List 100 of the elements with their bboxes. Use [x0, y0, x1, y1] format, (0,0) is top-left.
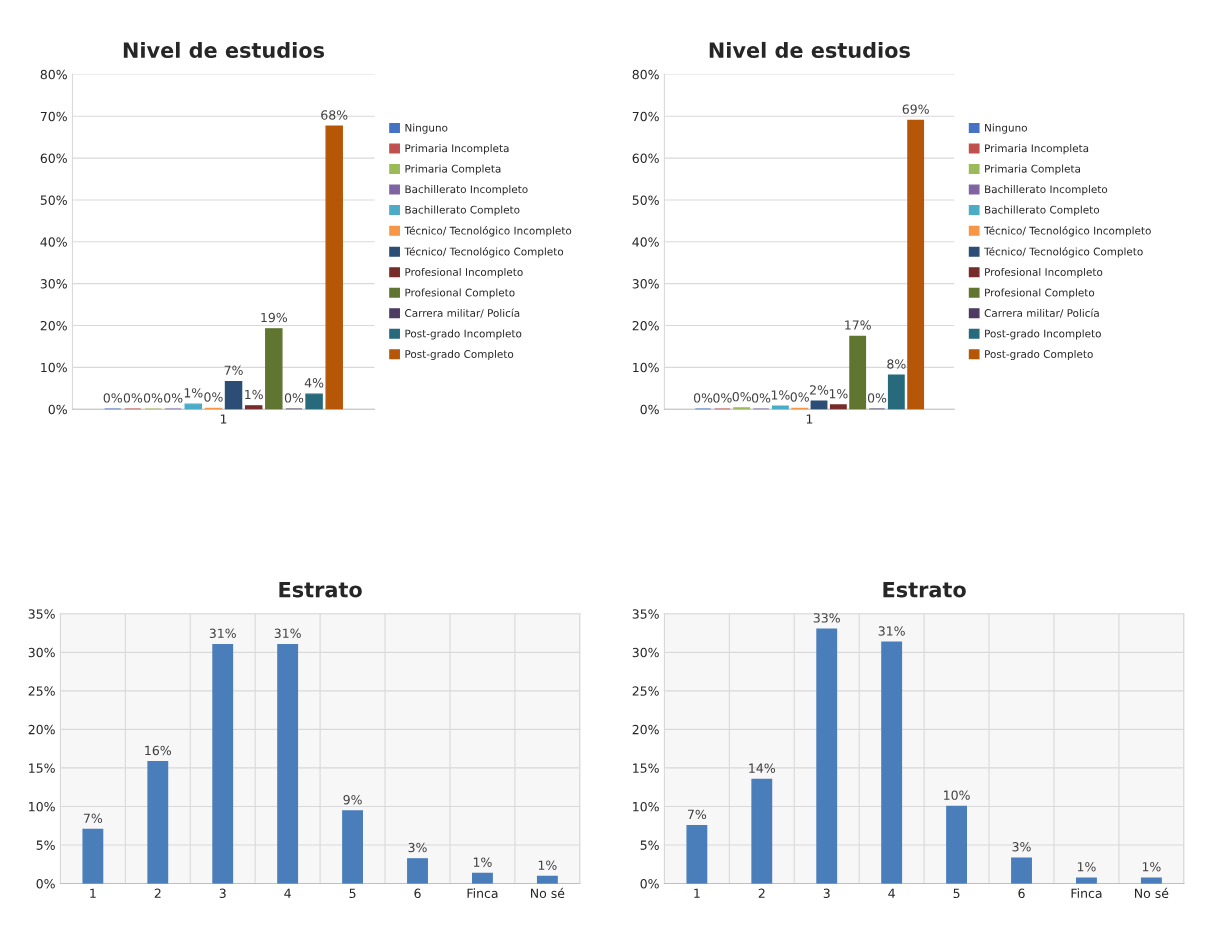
y-tick-label: 15% [633, 763, 659, 773]
data-label: 0% [204, 392, 223, 402]
y-tick-label: 30% [632, 279, 659, 289]
data-label: 1% [771, 390, 790, 400]
data-label: 1% [1142, 862, 1161, 872]
y-tick-label: 15% [29, 763, 55, 773]
data-label: 1% [829, 388, 848, 399]
data-label: 31% [274, 628, 301, 639]
x-tick-label: No sé [531, 887, 565, 899]
data-label: 3% [1012, 842, 1031, 852]
data-label: 3% [408, 842, 427, 853]
data-label: 31% [209, 628, 236, 639]
legend-label: Primaria Completa [985, 164, 1080, 175]
y-tick-label: 25% [28, 686, 55, 696]
data-label: 0% [693, 393, 713, 403]
x-tick-label: 6 [414, 888, 421, 899]
y-tick-label: 5% [36, 840, 55, 850]
legend-label: Bachillerato Completo [405, 205, 520, 216]
y-tick-label: 5% [640, 840, 659, 850]
legend-label: Post-grado Completo [405, 349, 514, 360]
data-label: 0% [751, 393, 771, 403]
y-tick-label: 50% [40, 195, 67, 205]
x-tick-label: 6 [1018, 888, 1025, 899]
y-tick-label: 30% [632, 647, 659, 658]
legend-label: Bachillerato Completo [985, 205, 1100, 216]
data-label: 1% [245, 389, 263, 400]
y-tick-label: 35% [28, 609, 55, 619]
data-label: 0% [143, 393, 163, 403]
legend-label: Técnico/ Tecnológico Incompleto [404, 226, 572, 237]
y-tick-label: 10% [633, 801, 659, 812]
x-tick-label: No sé [1135, 887, 1169, 899]
x-tick-label: 5 [953, 888, 960, 899]
legend-label: Carrera militar/ Policía [405, 308, 520, 318]
data-label: 0% [713, 393, 732, 403]
legend-label: Post-grado Completo [985, 349, 1093, 360]
y-tick-label: 30% [28, 647, 55, 658]
x-tick-label: 1 [90, 888, 96, 898]
data-label: 69% [902, 104, 929, 114]
y-tick-label: 20% [632, 320, 659, 331]
data-label: 7% [224, 365, 243, 375]
y-tick-label: 10% [29, 801, 55, 812]
y-tick-label: 20% [632, 724, 659, 735]
x-tick-label: Finca [1071, 888, 1102, 899]
data-label: 14% [749, 763, 775, 773]
y-tick-label: 50% [632, 195, 659, 205]
x-tick-label: 2 [758, 888, 765, 898]
data-label: 0% [164, 393, 183, 403]
y-tick-label: 20% [28, 724, 55, 735]
data-label: 4% [304, 378, 324, 388]
legend-label: Profesional Incompleto [985, 267, 1103, 279]
x-tick-label: 5 [349, 888, 356, 899]
legend-label: Profesional Completo [985, 288, 1095, 299]
data-label: 19% [261, 312, 288, 323]
data-label: 31% [878, 626, 905, 636]
legend-label: Técnico/ Tecnológico Incompleto [984, 226, 1151, 237]
y-tick-label: 10% [633, 362, 659, 373]
y-tick-label: 80% [40, 69, 67, 80]
data-label: 8% [887, 359, 906, 369]
y-tick-label: 80% [632, 69, 659, 80]
x-tick-label: 4 [284, 888, 291, 898]
data-label: 33% [813, 613, 840, 623]
legend-label: Ninguno [405, 123, 448, 134]
y-tick-label: 70% [632, 111, 659, 122]
chart-title: Estrato [883, 581, 966, 598]
x-tick-label: 2 [154, 888, 161, 898]
data-label: 10% [944, 790, 970, 800]
data-label: 9% [343, 795, 362, 805]
y-tick-label: 60% [40, 153, 67, 164]
legend-label: Bachillerato Incompleto [985, 185, 1108, 196]
data-label: 0% [790, 392, 809, 402]
y-tick-label: 0% [48, 404, 67, 415]
legend-label: Ninguno [985, 123, 1027, 134]
data-label: 0% [867, 393, 887, 403]
data-label: 7% [83, 813, 103, 823]
y-tick-label: 0% [36, 878, 55, 889]
legend-label: Post-grado Incompleto [405, 329, 522, 340]
x-tick-label: 1 [806, 414, 813, 424]
x-tick-label: 1 [220, 414, 227, 424]
legend-label: Post-grado Incompleto [985, 329, 1101, 340]
legend-label: Primaria Completa [405, 164, 501, 175]
y-tick-label: 0% [640, 404, 659, 415]
x-tick-label: 3 [219, 888, 226, 899]
legend-label: Bachillerato Incompleto [405, 185, 528, 196]
data-label: 0% [732, 391, 751, 402]
data-label: 1% [184, 388, 203, 398]
y-tick-label: 40% [40, 237, 67, 247]
data-label: 17% [845, 320, 871, 330]
chart-title: Nivel de estudios [709, 41, 910, 59]
y-tick-label: 25% [632, 686, 659, 696]
y-tick-label: 40% [632, 237, 659, 247]
legend-label: Técnico/ Tecnológico Completo [984, 247, 1143, 258]
data-label: 0% [284, 393, 304, 403]
y-tick-label: 0% [640, 878, 659, 889]
y-tick-label: 10% [41, 362, 67, 373]
y-tick-label: 70% [40, 111, 67, 122]
data-label: 68% [321, 110, 348, 120]
legend-label: Profesional Completo [405, 288, 515, 299]
data-label: 1% [538, 860, 557, 870]
legend-label: Técnico/ Tecnológico Completo [404, 247, 564, 258]
y-tick-label: 20% [40, 320, 67, 331]
